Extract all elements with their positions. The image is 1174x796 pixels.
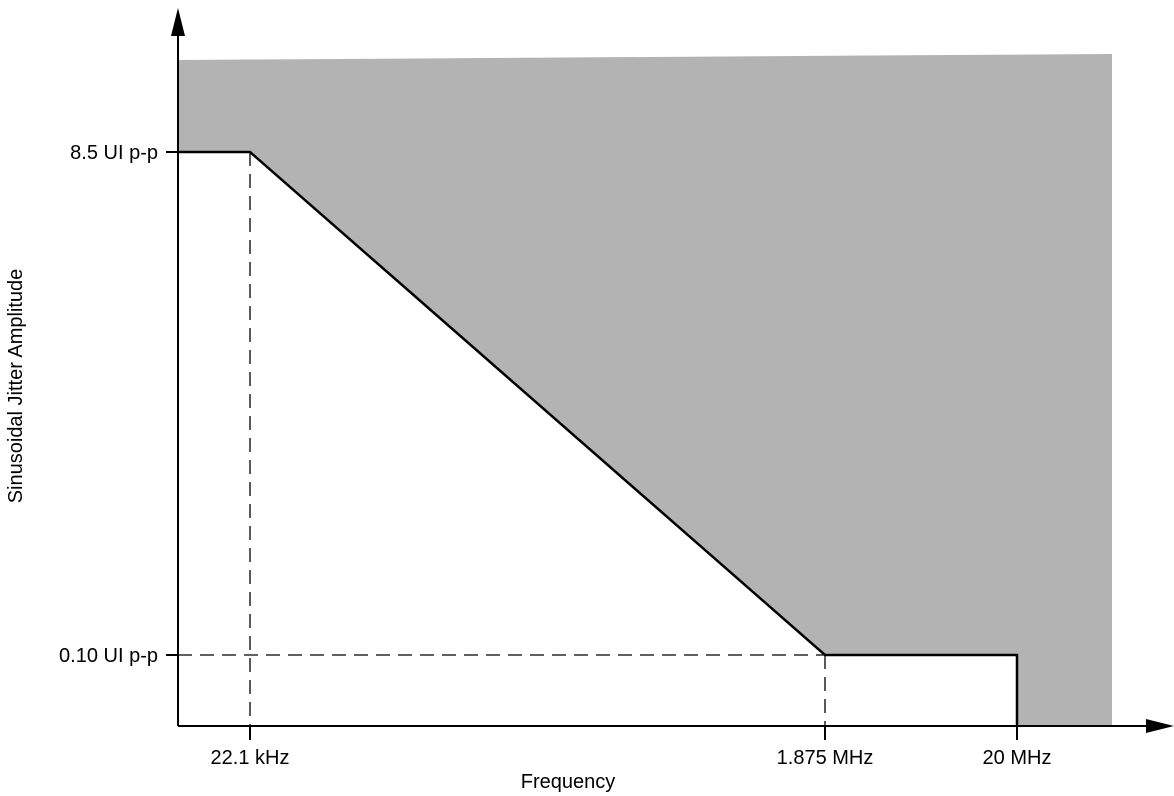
- x-axis-arrow: [1146, 719, 1174, 733]
- y-axis-title: Sinusoidal Jitter Amplitude: [5, 269, 27, 504]
- shaded-tolerance-region: [178, 54, 1112, 726]
- y-tick-label: 0.10 UI p-p: [59, 645, 158, 667]
- series-line: [178, 150, 1019, 726]
- x-tick-label: 20 MHz: [983, 747, 1052, 769]
- x-tick-label: 1.875 MHz: [777, 747, 874, 769]
- x-tick-label: 22.1 kHz: [211, 747, 290, 769]
- axes: [177, 28, 1150, 727]
- ticks: 22.1 kHz 1.875 MHz 20 MHz 8.5 UI p-p 0.10 UI…: [59, 142, 1051, 769]
- y-tick-label: 8.5 UI p-p: [70, 142, 158, 164]
- dashed-guide-lines: [178, 152, 826, 726]
- x-axis-title: Frequency: [521, 771, 616, 793]
- y-axis-arrow: [171, 8, 185, 36]
